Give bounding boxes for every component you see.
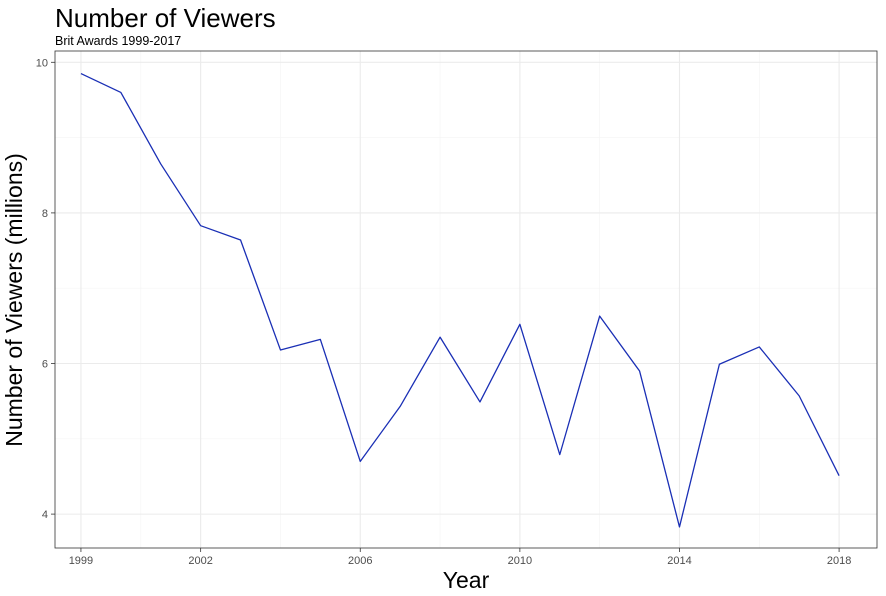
series-line: [80, 73, 840, 528]
x-tick-label: 2010: [508, 555, 532, 567]
series-layer: [80, 73, 840, 528]
chart-title: Number of Viewers: [55, 3, 276, 33]
y-axis-ticks: 4 6 8 10: [36, 57, 55, 521]
x-axis-title: Year: [443, 567, 490, 593]
plot-panel-border: [54, 50, 878, 549]
x-tick-label: 2006: [348, 555, 372, 567]
x-tick-label: 2014: [667, 555, 691, 567]
x-tick-label: 1999: [69, 555, 93, 567]
y-axis-title: Number of Viewers (millions): [1, 153, 27, 447]
x-tick-label: 2002: [188, 555, 212, 567]
x-tick-label: 2018: [827, 555, 851, 567]
minor-gridlines-y: [55, 137, 877, 440]
minor-gridlines-x: [140, 51, 760, 548]
y-tick-label: 6: [42, 359, 48, 371]
y-tick-label: 8: [42, 208, 48, 220]
chart-subtitle: Brit Awards 1999-2017: [55, 34, 181, 48]
major-gridlines-x: [80, 51, 840, 548]
y-tick-label: 10: [36, 57, 48, 69]
x-axis-ticks: 1999 2002 2006 2010 2014 2018: [69, 548, 851, 567]
y-tick-label: 4: [42, 509, 48, 521]
